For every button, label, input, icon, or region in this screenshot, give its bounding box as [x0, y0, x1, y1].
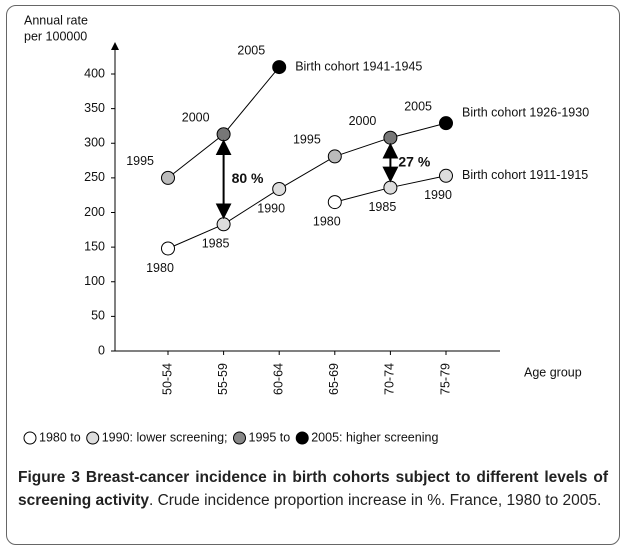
y-tick-label: 300	[84, 136, 105, 150]
y-tick-label: 400	[84, 66, 105, 80]
y-tick-label: 350	[84, 101, 105, 115]
x-tick-label: 65-69	[327, 363, 341, 395]
x-tick-label: 55-59	[216, 363, 230, 395]
legend-label: 1990: lower screening;	[102, 430, 228, 444]
y-tick-label: 250	[84, 170, 105, 184]
y-axis-label: Annual rate	[24, 13, 88, 27]
point-label: 1990	[424, 188, 452, 202]
series-label: Birth cohort 1911-1915	[462, 168, 588, 182]
data-point	[272, 60, 287, 75]
data-point	[272, 181, 287, 196]
chart: Annual rate per 100000 Age group 0 50 100 1…	[23, 13, 589, 445]
x-axis-label: Age group	[524, 365, 582, 379]
data-point	[439, 168, 453, 183]
legend-label: 1995 to	[249, 430, 291, 444]
caption: Figure 3 Breast-cancer incidence in birt…	[18, 466, 608, 512]
caption-text: . Crude incidence proportion increase in…	[148, 492, 602, 509]
annotation: 80 %	[232, 170, 264, 186]
point-label: 1985	[368, 200, 396, 214]
data-point	[161, 241, 175, 256]
data-point	[439, 116, 453, 131]
data-point	[161, 170, 175, 185]
figure-frame	[6, 5, 620, 545]
point-label: 1985	[202, 237, 230, 251]
data-point	[327, 195, 342, 210]
series-line	[167, 122, 447, 249]
series-label: Birth cohort 1926-1930	[462, 105, 589, 119]
data-point	[216, 217, 231, 232]
point-label: 2000	[349, 114, 377, 128]
point-label: 1980	[146, 261, 174, 275]
data-point	[383, 130, 398, 145]
annotation: 27 %	[398, 153, 430, 169]
legend-marker	[86, 431, 100, 445]
x-tick-label: 50-54	[160, 363, 174, 395]
point-label: 2005	[237, 43, 265, 57]
point-label: 2000	[182, 111, 210, 125]
legend-marker	[233, 431, 246, 445]
x-tick-label: 60-64	[271, 363, 285, 395]
y-tick-label: 150	[84, 239, 105, 253]
point-label: 1995	[126, 154, 154, 168]
data-point	[383, 180, 398, 195]
legend-marker	[295, 431, 309, 445]
point-label: 1990	[257, 201, 285, 215]
legend-marker	[23, 431, 37, 445]
point-label: 1995	[293, 133, 321, 147]
series-label: Birth cohort 1941-1945	[295, 59, 422, 73]
legend-label: 2005: higher screening	[311, 430, 438, 444]
y-tick-label: 50	[91, 309, 105, 323]
x-tick-label: 70-74	[383, 363, 397, 395]
x-tick-label: 75-79	[438, 363, 452, 395]
y-tick-label: 0	[98, 343, 105, 357]
data-point	[327, 149, 342, 164]
point-label: 2005	[404, 99, 432, 113]
caption-bold: Figure 3 Breast-cancer incidence in birt…	[18, 469, 608, 509]
point-label: 1980	[313, 214, 341, 228]
y-tick-label: 100	[84, 274, 105, 288]
y-tick-label: 200	[84, 205, 105, 219]
y-axis-label: per 100000	[24, 29, 87, 43]
data-point	[216, 127, 231, 142]
legend-label: 1980 to	[39, 430, 81, 444]
